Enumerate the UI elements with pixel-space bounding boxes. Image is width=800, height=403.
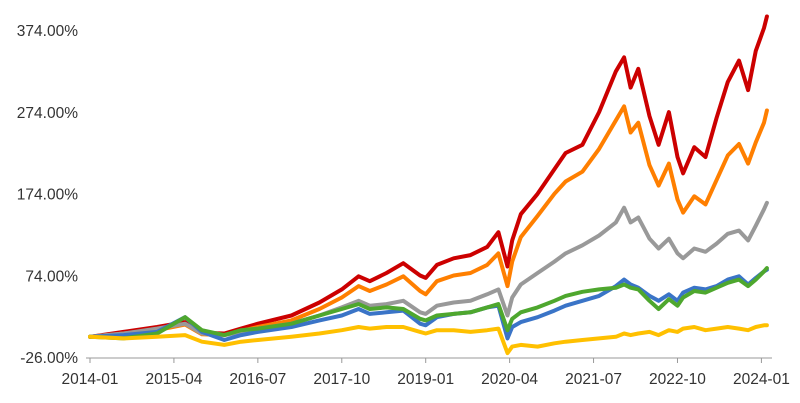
series-line-1 xyxy=(88,14,769,339)
y-axis: -26.00% 74.00% 174.00% 274.00% 374.00% xyxy=(17,23,78,367)
y-tick-label: 74.00% xyxy=(25,268,78,285)
x-tick-label: 2017-10 xyxy=(313,371,370,388)
x-tick-label: 2022-10 xyxy=(649,371,706,388)
x-tick-label: 2015-04 xyxy=(145,371,202,388)
series-line-2 xyxy=(88,104,769,339)
y-tick-label: 174.00% xyxy=(17,187,78,204)
y-tick-label: 274.00% xyxy=(17,105,78,122)
y-tick-label: -26.00% xyxy=(20,350,78,367)
series-line-3 xyxy=(88,200,769,339)
x-tick-label: 2021-07 xyxy=(565,371,622,388)
x-axis: 2014-01 2015-04 2016-07 2017-10 2019-01 2020-… xyxy=(62,358,790,388)
series-line-4 xyxy=(88,267,769,342)
series-line-6 xyxy=(88,323,769,356)
x-tick-label: 2019-01 xyxy=(397,371,454,388)
series-line-5 xyxy=(88,266,769,341)
series-layer xyxy=(88,14,769,356)
x-tick-label: 2016-07 xyxy=(229,371,286,388)
x-tick-label: 2014-01 xyxy=(62,371,119,388)
y-tick-label: 374.00% xyxy=(17,23,78,40)
x-tick-label: 2024-01 xyxy=(733,371,790,388)
x-tick-label: 2020-04 xyxy=(481,371,538,388)
plot-area xyxy=(86,14,772,359)
